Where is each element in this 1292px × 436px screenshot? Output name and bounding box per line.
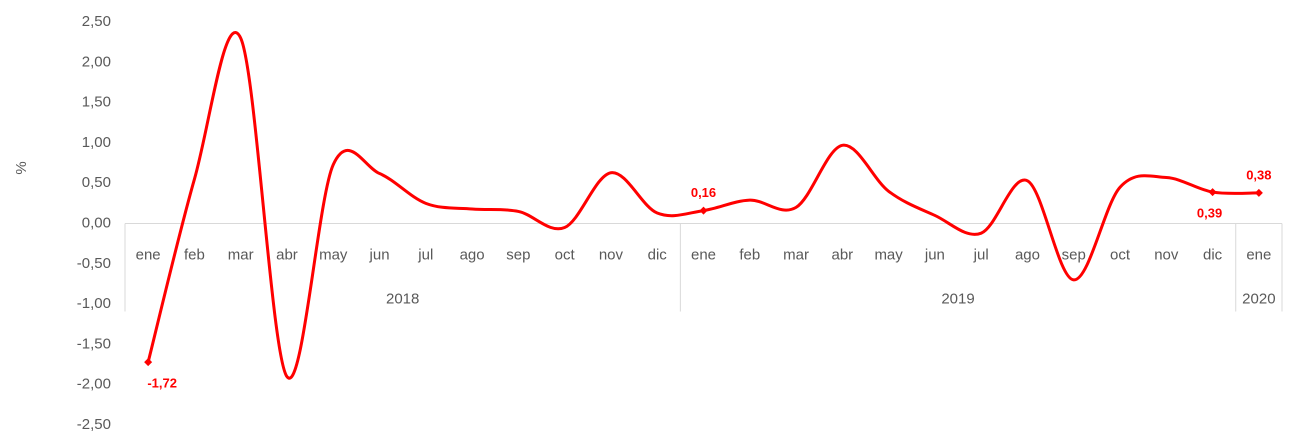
x-tick-label: ene (1246, 246, 1271, 263)
x-tick-label: abr (831, 246, 853, 263)
y-tick-label: 2,50 (82, 13, 111, 30)
marker (1208, 188, 1217, 197)
x-tick-label: ene (691, 246, 716, 263)
value-label: 0,39 (1197, 206, 1222, 221)
y-tick-label: 1,50 (82, 94, 111, 111)
value-label: 0,16 (691, 185, 716, 200)
x-tick-label: abr (276, 246, 298, 263)
x-tick-label: jul (973, 246, 989, 263)
marker (144, 358, 153, 367)
x-tick-label: ago (1015, 246, 1040, 263)
y-axis-label: % (13, 161, 30, 174)
value-label: -1,72 (147, 376, 177, 391)
x-tick-label: feb (739, 246, 760, 263)
y-tick-label: -0,50 (77, 255, 111, 272)
x-tick-label: feb (184, 246, 205, 263)
marker (1254, 188, 1263, 197)
x-tick-label: nov (1154, 246, 1179, 263)
y-tick-label: -1,50 (77, 335, 111, 352)
x-tick-label: dic (1203, 246, 1223, 263)
y-tick-label: 2,00 (82, 53, 111, 70)
marker (699, 206, 708, 215)
x-tick-label: ago (460, 246, 485, 263)
x-tick-label: ene (136, 246, 161, 263)
y-tick-label: -2,50 (77, 416, 111, 433)
y-tick-label: 0,00 (82, 214, 111, 231)
y-tick-label: 0,50 (82, 174, 111, 191)
y-tick-label: 1,00 (82, 134, 111, 151)
x-tick-label: jun (924, 246, 945, 263)
x-tick-label: jul (417, 246, 433, 263)
x-tick-label: oct (1110, 246, 1131, 263)
x-tick-label: mar (783, 246, 809, 263)
x-tick-label: nov (599, 246, 624, 263)
x-tick-label: sep (1062, 246, 1086, 263)
value-label: 0,38 (1246, 167, 1271, 182)
line (146, 31, 1259, 380)
year-label: 2018 (386, 290, 419, 307)
x-tick-label: jun (369, 246, 390, 263)
year-label: 2019 (941, 290, 974, 307)
x-tick-label: may (319, 246, 348, 263)
x-tick-label: dic (648, 246, 668, 263)
x-tick-label: oct (555, 246, 576, 263)
x-tick-label: sep (506, 246, 530, 263)
year-label: 2020 (1242, 290, 1275, 307)
y-tick-label: -1,00 (77, 295, 111, 312)
x-tick-label: mar (228, 246, 254, 263)
y-tick-label: -2,00 (77, 376, 111, 393)
x-tick-label: may (874, 246, 903, 263)
